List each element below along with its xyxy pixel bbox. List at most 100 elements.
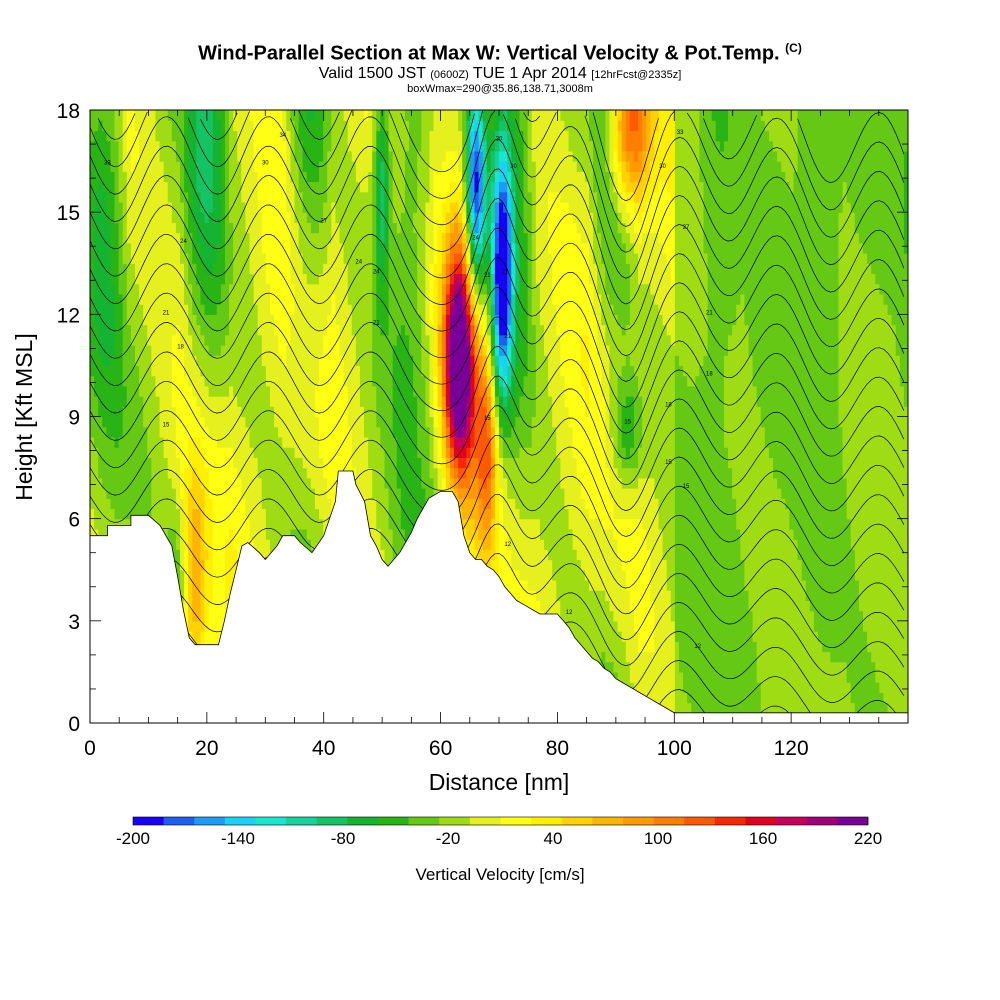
box-wmax-info: boxWmax=290@35.86,138.71,3008m bbox=[407, 82, 593, 95]
x-tick-label: 100 bbox=[657, 737, 692, 760]
isentrope-line bbox=[90, 553, 905, 649]
colorbar-swatch bbox=[316, 817, 348, 825]
colorbar-swatch bbox=[684, 817, 716, 825]
chart-subtitle: Valid 1500 JST (0600Z) TUE 1 Apr 2014 [1… bbox=[0, 64, 1000, 83]
contour-label: 27 bbox=[683, 225, 690, 231]
forecast-info: [12hrFcst@2335z] bbox=[591, 68, 682, 81]
colorbar-frame bbox=[132, 816, 869, 826]
valid-time: Valid 1500 JST bbox=[318, 64, 426, 82]
contour-label: 21 bbox=[163, 310, 170, 316]
contour-label: 21 bbox=[504, 334, 511, 340]
colorbar-swatch bbox=[653, 817, 685, 825]
isentrope-line bbox=[90, 523, 905, 621]
colorbar-swatch bbox=[837, 817, 869, 825]
isentrope-line bbox=[90, 257, 905, 382]
colorbar-swatch bbox=[806, 817, 838, 825]
contour-label: 30 bbox=[262, 160, 269, 166]
colorbar-tick-label: -200 bbox=[116, 829, 150, 848]
contour-label: 24 bbox=[373, 269, 380, 275]
contour-label: 15 bbox=[683, 484, 690, 490]
colorbar-tick-label: 160 bbox=[749, 829, 777, 848]
isentrope-line bbox=[90, 168, 905, 305]
contour-label: 18 bbox=[177, 344, 184, 350]
chart-title: Wind-Parallel Section at Max W: Vertical… bbox=[0, 36, 1000, 66]
contour-label: 15 bbox=[484, 416, 491, 422]
contour-label: 34 bbox=[279, 133, 286, 139]
contour-label: 24 bbox=[472, 235, 479, 241]
contour-label: 33 bbox=[677, 130, 684, 136]
terrain-mask bbox=[89, 470, 909, 724]
x-axis-label: Distance [nm] bbox=[429, 769, 570, 795]
colorbar-swatch bbox=[194, 817, 226, 825]
colorbar-label: Vertical Velocity [cm/s] bbox=[415, 865, 584, 884]
colorbar-swatch bbox=[286, 817, 318, 825]
isentrope-line bbox=[90, 405, 905, 512]
valid-date: TUE 1 Apr 2014 bbox=[472, 64, 587, 82]
isentrope-line bbox=[90, 346, 905, 460]
colorbar-swatch bbox=[439, 817, 471, 825]
y-axis-label: Height [Kft MSL] bbox=[11, 333, 37, 500]
isentrope-line bbox=[90, 464, 905, 567]
colorbar-tick-label: -140 bbox=[221, 829, 255, 848]
contour-label: 21 bbox=[706, 310, 713, 316]
contour-label: 27 bbox=[320, 218, 327, 224]
colorbar-swatch bbox=[500, 817, 532, 825]
y-tick-label: 12 bbox=[57, 304, 80, 327]
colorbar-tick-label: -20 bbox=[436, 829, 461, 848]
x-tick-label: 20 bbox=[195, 737, 218, 760]
colorbar-swatch bbox=[378, 817, 409, 825]
colorbar: -200 -140 -80 -20 40 100 160 220 bbox=[116, 816, 882, 848]
isentrope-line bbox=[90, 227, 905, 357]
contour-label: 30 bbox=[659, 164, 666, 170]
colorbar-swatch bbox=[224, 817, 256, 825]
colorbar-swatch bbox=[408, 817, 440, 825]
colorbar-swatch bbox=[714, 817, 746, 825]
contour-label: 30 bbox=[496, 137, 503, 143]
y-tick-label: 0 bbox=[68, 713, 80, 736]
contour-label: 12 bbox=[566, 610, 573, 616]
isentrope-line bbox=[90, 139, 905, 279]
colorbar-tick-label: 40 bbox=[544, 829, 563, 848]
colorbar-swatch bbox=[133, 817, 164, 825]
chart-title-text: Wind-Parallel Section at Max W: Vertical… bbox=[198, 42, 780, 65]
contour-label: 12 bbox=[694, 644, 701, 650]
contour-label: 21 bbox=[484, 273, 491, 279]
colorbar-swatch bbox=[561, 817, 593, 825]
x-tick-label: 120 bbox=[774, 737, 809, 760]
contour-label: 21 bbox=[501, 269, 508, 275]
colorbar-swatch bbox=[163, 817, 195, 825]
title-block: Wind-Parallel Section at Max W: Vertical… bbox=[0, 36, 1000, 96]
contour-label: 18 bbox=[665, 402, 672, 408]
contour-label: 30 bbox=[510, 164, 517, 170]
isentrope-line bbox=[90, 110, 905, 253]
isentrope-line bbox=[97, 110, 905, 202]
utc-time: (0600Z) bbox=[430, 68, 469, 81]
contour-label: 15 bbox=[163, 423, 170, 429]
contour-label: 15 bbox=[624, 419, 631, 425]
colorbar-swatch bbox=[623, 817, 654, 825]
x-tick-label: 60 bbox=[429, 737, 452, 760]
isentrope-line bbox=[90, 493, 905, 594]
colorbar-swatch bbox=[347, 817, 379, 825]
isentrope-line bbox=[90, 316, 905, 434]
colorbar-swatch bbox=[469, 817, 501, 825]
x-tick-label: 0 bbox=[84, 737, 96, 760]
colorbar-swatch bbox=[776, 817, 808, 825]
contour-labels: 34 33 30 30 30 33 30 27 24 24 27 24 24 21 21 21 21 21 21 18… bbox=[104, 130, 713, 650]
isentrope-line bbox=[90, 198, 905, 331]
colorbar-swatch bbox=[531, 817, 563, 825]
y-axis: 0 3 6 9 12 15 18 bbox=[57, 100, 908, 736]
y-tick-label: 6 bbox=[68, 509, 80, 532]
potential-temperature-contours bbox=[90, 110, 905, 723]
contour-label: 24 bbox=[180, 239, 187, 245]
copyright-mark: (C) bbox=[785, 41, 802, 55]
colorbar-tick-label: 220 bbox=[854, 829, 882, 848]
colorbar-tick-label: -80 bbox=[331, 829, 356, 848]
colorbar-tick-label: 100 bbox=[644, 829, 672, 848]
isentrope-line bbox=[90, 375, 905, 486]
y-tick-label: 9 bbox=[68, 407, 80, 430]
isentrope-line bbox=[90, 434, 905, 539]
colorbar-swatch bbox=[745, 817, 777, 825]
contour-label: 33 bbox=[104, 160, 111, 166]
